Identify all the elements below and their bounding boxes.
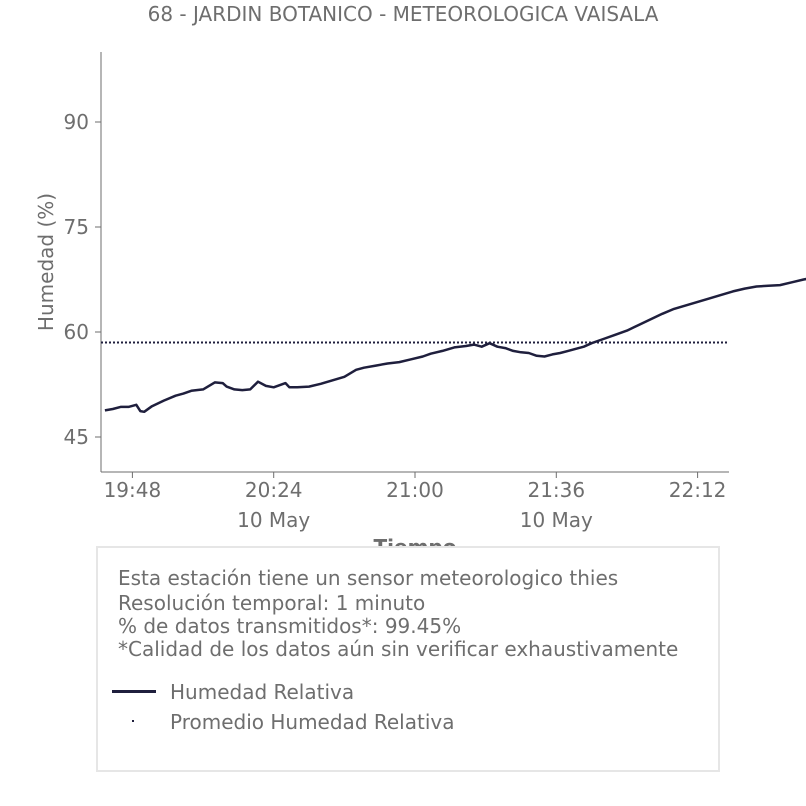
chart-labels: 45 60 75 90 19:48 20:24 21:00 21:36 22:12 10 May 1… bbox=[34, 110, 726, 559]
chart-axes bbox=[95, 52, 729, 478]
humidity-series-line bbox=[104, 277, 806, 414]
x-tick-label: 22:12 bbox=[669, 478, 727, 502]
x-date-label: 10 May bbox=[520, 508, 593, 532]
legend-swatch-average bbox=[132, 720, 134, 722]
info-line-transmitted: % de datos transmitidos*: 99.45% bbox=[118, 614, 462, 638]
info-line-station: Esta estación tiene un sensor meteorolog… bbox=[118, 566, 619, 590]
legend-swatch-humidity bbox=[112, 690, 156, 693]
x-tick-label: 21:00 bbox=[386, 478, 444, 502]
x-tick-label: 21:36 bbox=[527, 478, 585, 502]
y-axis-label: Humedad (%) bbox=[34, 193, 58, 331]
x-tick-label: 19:48 bbox=[104, 478, 162, 502]
legend-label-humidity: Humedad Relativa bbox=[170, 680, 355, 704]
chart-title: 68 - JARDIN BOTANICO - METEOROLOGICA VAI… bbox=[147, 2, 659, 26]
y-tick-label: 45 bbox=[64, 425, 89, 449]
x-date-label: 10 May bbox=[237, 508, 310, 532]
chart-marks bbox=[101, 277, 806, 414]
legend-label-average: Promedio Humedad Relativa bbox=[170, 710, 455, 734]
info-legend-box: Esta estación tiene un sensor meteorolog… bbox=[96, 546, 720, 772]
y-tick-label: 90 bbox=[64, 110, 89, 134]
info-line-quality: *Calidad de los datos aún sin verificar … bbox=[118, 637, 679, 661]
y-tick-label: 60 bbox=[64, 320, 89, 344]
y-tick-label: 75 bbox=[64, 215, 89, 239]
humidity-chart: 45 60 75 90 19:48 20:24 21:00 21:36 22:12 10 May 1… bbox=[34, 52, 806, 559]
x-tick-label: 20:24 bbox=[245, 478, 303, 502]
info-line-resolution: Resolución temporal: 1 minuto bbox=[118, 591, 426, 615]
